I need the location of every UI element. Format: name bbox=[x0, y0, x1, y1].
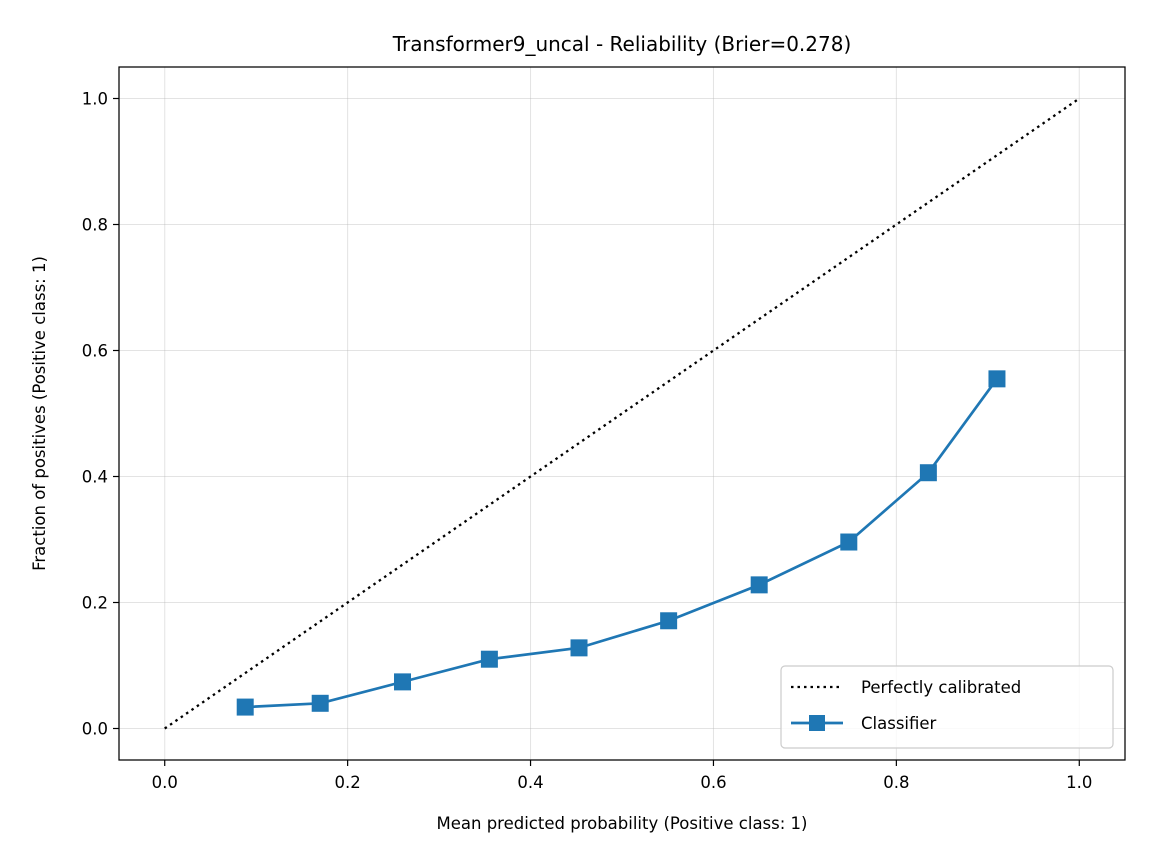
x-tick-label: 0.6 bbox=[700, 773, 726, 792]
chart-title: Transformer9_uncal - Reliability (Brier=… bbox=[392, 32, 852, 56]
y-tick-label: 1.0 bbox=[82, 90, 108, 109]
classifier-marker bbox=[480, 650, 498, 668]
classifier-marker bbox=[840, 533, 858, 551]
y-tick-label: 0.2 bbox=[82, 594, 108, 613]
y-tick-label: 0.8 bbox=[82, 216, 108, 235]
y-tick-label: 0.6 bbox=[82, 342, 108, 361]
x-tick-label: 0.8 bbox=[883, 773, 909, 792]
x-tick-label: 0.4 bbox=[517, 773, 543, 792]
classifier-marker bbox=[394, 673, 412, 691]
legend: Perfectly calibrated Classifier bbox=[780, 665, 1114, 749]
classifier-marker bbox=[311, 694, 329, 712]
classifier-line bbox=[245, 378, 999, 709]
y-axis-label: Fraction of positives (Positive class: 1… bbox=[30, 256, 49, 571]
series-layer bbox=[164, 97, 1080, 730]
x-tick-label: 0.2 bbox=[335, 773, 361, 792]
perfectly-calibrated-line bbox=[164, 97, 1080, 730]
y-tick-label: 0.4 bbox=[82, 468, 108, 487]
x-tick-label: 0.0 bbox=[152, 773, 178, 792]
legend-label: Perfectly calibrated bbox=[861, 678, 1021, 697]
plot-frame bbox=[118, 66, 1126, 761]
x-axis-label: Mean predicted probability (Positive cla… bbox=[437, 814, 808, 833]
classifier-marker bbox=[236, 698, 254, 716]
classifier-marker bbox=[570, 639, 588, 657]
y-tick-label: 0.0 bbox=[82, 720, 108, 739]
legend-label: Classifier bbox=[861, 714, 937, 733]
grid-lines bbox=[119, 67, 1125, 760]
classifier-marker bbox=[660, 612, 678, 630]
axis-ticks: 0.0 0.2 0.4 0.6 0.8 1.0 0.0 0.2 0.4 0.6 0.8 1.0 bbox=[82, 90, 1093, 793]
legend-marker bbox=[809, 715, 825, 731]
x-tick-label: 1.0 bbox=[1066, 773, 1092, 792]
legend-box bbox=[780, 665, 1114, 749]
classifier-marker bbox=[988, 370, 1006, 388]
classifier-marker bbox=[750, 576, 768, 594]
classifier-marker bbox=[919, 464, 937, 482]
